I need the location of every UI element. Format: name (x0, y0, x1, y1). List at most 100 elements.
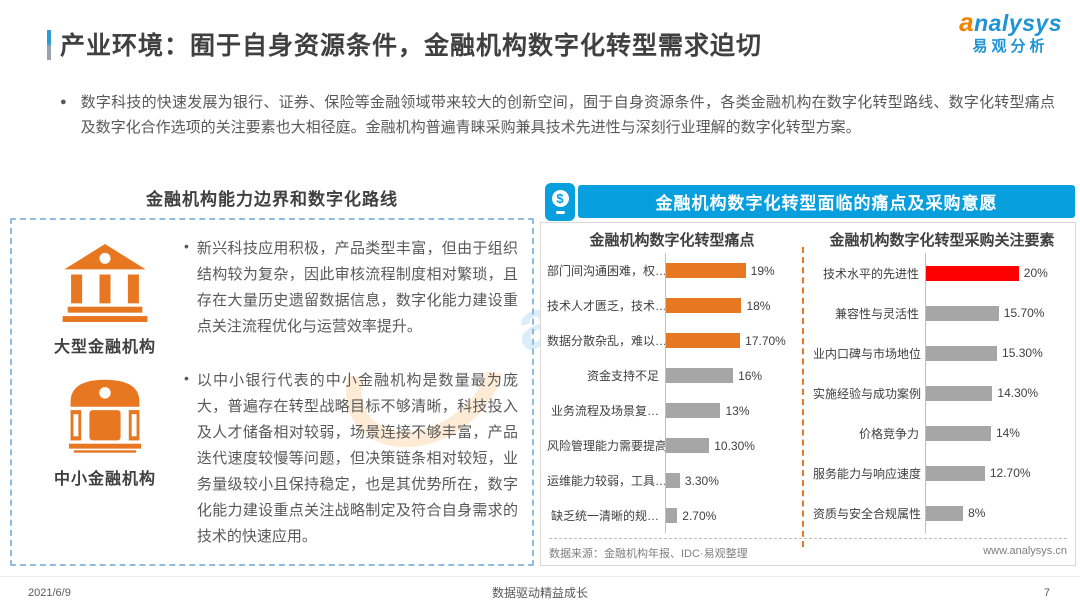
bar (666, 368, 734, 383)
value-label: 17.70% (745, 333, 786, 348)
bar-row: 服务能力与响应速度 12.70% (813, 453, 1071, 493)
page-title: 产业环境：囿于自身资源条件，金融机构数字化转型需求迫切 (60, 32, 763, 60)
category-label: 技术人才匮乏，技术… (547, 299, 668, 313)
bar (666, 263, 746, 278)
bar (666, 473, 680, 488)
bar-track: 18% (665, 288, 797, 323)
category-label: 缺乏统一清晰的规… (550, 509, 659, 523)
value-label: 16% (738, 368, 763, 383)
bar (926, 505, 964, 521)
category-label: 运维能力较弱，工具… (547, 474, 668, 488)
bar (926, 465, 985, 481)
bar-row: 技术水平的先进性 20% (813, 253, 1071, 293)
item-bullet-icon: • (184, 369, 189, 386)
purchase-factors-chart-title: 金融机构数字化转型采购关注要素 (829, 232, 1055, 249)
category-label: 实施经验与成功案例 (813, 386, 922, 401)
large-institution-label: 大型金融机构 (53, 339, 156, 357)
website: www.analysys.cn (983, 545, 1067, 557)
bar (666, 508, 678, 523)
category-label: 业内口碑与市场地位 (813, 346, 922, 361)
bar (666, 403, 721, 418)
bar (926, 425, 991, 441)
bar-track: 13% (665, 393, 797, 428)
value-label: 10.30% (714, 438, 755, 453)
charts-divider (802, 247, 804, 547)
small-institution-label: 中小金融机构 (53, 470, 156, 488)
value-label: 15.70% (1003, 306, 1045, 320)
left-panel-box: 大型金融机构 • 新兴科技应用积极，产品类型丰富，但由于组织结构较为复杂，因此审… (10, 218, 534, 566)
small-institution-row: 中小金融机构 • 以中小银行代表的中小金融机构是数量最为庞大，普遍存在转型战略目… (26, 366, 518, 550)
left-panel-title: 金融机构能力边界和数字化路线 (146, 190, 398, 209)
bar-track: 17.70% (665, 323, 797, 358)
value-label: 12.70% (989, 466, 1031, 480)
bar (926, 345, 998, 361)
footer-date: 2021/6/9 (28, 586, 71, 599)
bar-track: 2.70% (665, 498, 797, 533)
data-source: 数据来源：金融机构年报、IDC·易观整理 (549, 548, 748, 560)
category-label: 资质与安全合规属性 (813, 506, 922, 521)
chart-source-row: 数据来源：金融机构年报、IDC·易观整理 www.analysys.cn (549, 538, 1067, 561)
bar (926, 265, 1019, 281)
bar-track: 3.30% (665, 463, 797, 498)
footer-page-number: 7 (1043, 586, 1050, 599)
bar-track: 14.30% (925, 373, 1071, 413)
category-label: 风险管理能力需要提高 (547, 439, 668, 453)
item-bullet-icon: • (184, 238, 189, 255)
bar-row: 部门间沟通困难，权… 19% (547, 253, 797, 288)
slide-footer: 2021/6/9 数据驱动精益成长 7 (0, 576, 1080, 608)
icon-dash (555, 211, 565, 214)
value-label: 13% (725, 403, 750, 418)
bar-row: 价格竞争力 14% (813, 413, 1071, 453)
title-accent-bar (47, 30, 51, 60)
bar-row: 业内口碑与市场地位 15.30% (813, 333, 1071, 373)
value-label: 18% (746, 298, 771, 313)
bar-row: 风险管理能力需要提高 10.30% (547, 428, 797, 463)
value-label: 14% (995, 426, 1020, 440)
category-label: 资金支持不足 (586, 369, 659, 383)
bar-row: 运维能力较弱，工具… 3.30% (547, 463, 797, 498)
bar-track: 12.70% (925, 453, 1071, 493)
category-label: 数据分散杂乱，难以… (547, 334, 668, 348)
bar-track: 10.30% (665, 428, 797, 463)
bar-track: 8% (925, 493, 1071, 533)
bar-row: 资质与安全合规属性 8% (813, 493, 1071, 533)
bar-track: 14% (925, 413, 1071, 453)
bar (666, 298, 742, 313)
bar (666, 438, 710, 453)
category-label: 兼容性与灵活性 (834, 306, 919, 321)
category-label: 价格竞争力 (858, 426, 919, 441)
footer-slogan: 数据驱动精益成长 (491, 586, 588, 600)
bar-track: 20% (925, 253, 1071, 293)
bar-track: 16% (665, 358, 797, 393)
value-label: 15.30% (1002, 346, 1043, 360)
analysys-logo: analysys 易观分析 (959, 8, 1062, 55)
intro-paragraph: ● 数字科技的快速发展为银行、证券、保险等金融领域带来较大的创新空间，囿于自身资… (60, 90, 1055, 140)
right-panel-header: 金融机构数字化转型面临的痛点及采购意愿 (578, 185, 1075, 218)
category-label: 部门间沟通困难，权… (547, 264, 668, 278)
bar-row: 缺乏统一清晰的规… 2.70% (547, 498, 797, 533)
logo-a-swoosh-icon: a (959, 7, 975, 37)
bar-row: 资金支持不足 16% (547, 358, 797, 393)
dollar-coin-icon: $ (551, 190, 569, 207)
bullet-icon: ● (60, 96, 67, 108)
bar-row: 数据分散杂乱，难以… 17.70% (547, 323, 797, 358)
value-label: 3.30% (684, 473, 719, 488)
pain-points-chart: 金融机构数字化转型痛点 部门间沟通困难，权… 19% 技术人才匮乏，技术… 18% 数据… (547, 229, 797, 533)
pain-points-chart-title: 金融机构数字化转型痛点 (589, 232, 755, 249)
intro-text: 数字科技的快速发展为银行、证券、保险等金融领域带来较大的创新空间，囿于自身资源条… (80, 94, 1055, 136)
payment-device-icon: $ (545, 183, 575, 221)
logo-cn: 易观分析 (972, 37, 1049, 55)
bar-row: 兼容性与灵活性 15.70% (813, 293, 1071, 333)
bar (926, 305, 999, 321)
bar-row: 实施经验与成功案例 14.30% (813, 373, 1071, 413)
value-label: 19% (750, 263, 775, 278)
category-label: 服务能力与响应速度 (813, 466, 922, 481)
small-institution-text: 以中小银行代表的中小金融机构是数量最为庞大，普遍存在转型战略目标不够清晰，科技投… (196, 371, 518, 545)
bar (926, 385, 993, 401)
value-label: 14.30% (997, 386, 1039, 400)
bank-small-icon (68, 379, 142, 453)
value-label: 8% (968, 506, 986, 520)
purchase-factors-chart: 金融机构数字化转型采购关注要素 技术水平的先进性 20% 兼容性与灵活性 15.70%… (813, 229, 1071, 533)
bar-track: 19% (665, 253, 797, 288)
